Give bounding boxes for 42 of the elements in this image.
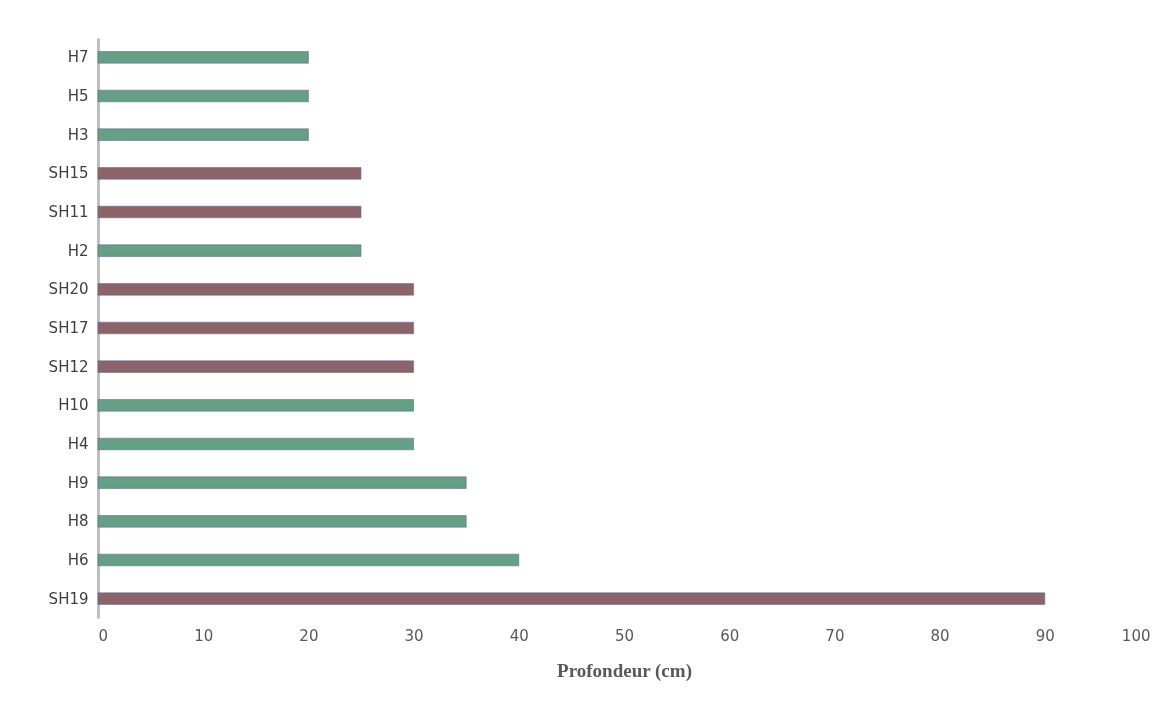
- bar: [97, 360, 414, 373]
- bar: [97, 553, 520, 567]
- y-tick-label: H3: [67, 125, 89, 144]
- x-tick-label: 70: [825, 626, 845, 645]
- x-tick-label: 40: [509, 626, 529, 645]
- bar: [97, 399, 414, 412]
- y-tick-label: H7: [67, 48, 89, 67]
- x-tick-label: 0: [98, 626, 109, 645]
- y-tick-label: SH15: [48, 164, 89, 183]
- x-tick-label: 30: [404, 626, 424, 645]
- y-tick-label: H10: [58, 396, 89, 415]
- y-tick-label: SH11: [48, 203, 89, 221]
- bar: [97, 515, 467, 528]
- x-tick-label: 80: [930, 626, 950, 645]
- bar: [97, 51, 309, 64]
- y-tick-label: H9: [67, 473, 89, 492]
- bar: [97, 167, 362, 180]
- bar: [97, 244, 362, 257]
- bar: [97, 283, 414, 296]
- bar: [97, 128, 309, 141]
- y-tick-label: SH20: [48, 280, 89, 299]
- bar: [97, 476, 467, 489]
- x-tick-label: 60: [720, 626, 740, 645]
- bar: [97, 205, 362, 219]
- y-tick-label: H4: [67, 435, 89, 453]
- bar: [97, 437, 414, 451]
- x-tick-label: 50: [614, 626, 635, 645]
- y-tick-label: H8: [67, 512, 89, 531]
- y-tick-label: SH12: [48, 357, 89, 376]
- x-tick-label: 10: [194, 626, 214, 645]
- y-tick-label: SH17: [48, 319, 89, 337]
- bar: [97, 592, 1046, 605]
- y-tick-label: SH19: [48, 589, 89, 608]
- bar: [97, 321, 414, 335]
- y-tick-label: H5: [67, 87, 89, 105]
- x-tick-label: 100: [1121, 626, 1151, 645]
- x-axis-title: Profondeur (cm): [557, 659, 692, 682]
- y-tick-label: H6: [67, 551, 89, 569]
- x-tick-label: 90: [1035, 626, 1055, 645]
- x-tick-label: 20: [299, 626, 319, 645]
- y-tick-label: H2: [67, 241, 89, 260]
- bar: [97, 89, 309, 103]
